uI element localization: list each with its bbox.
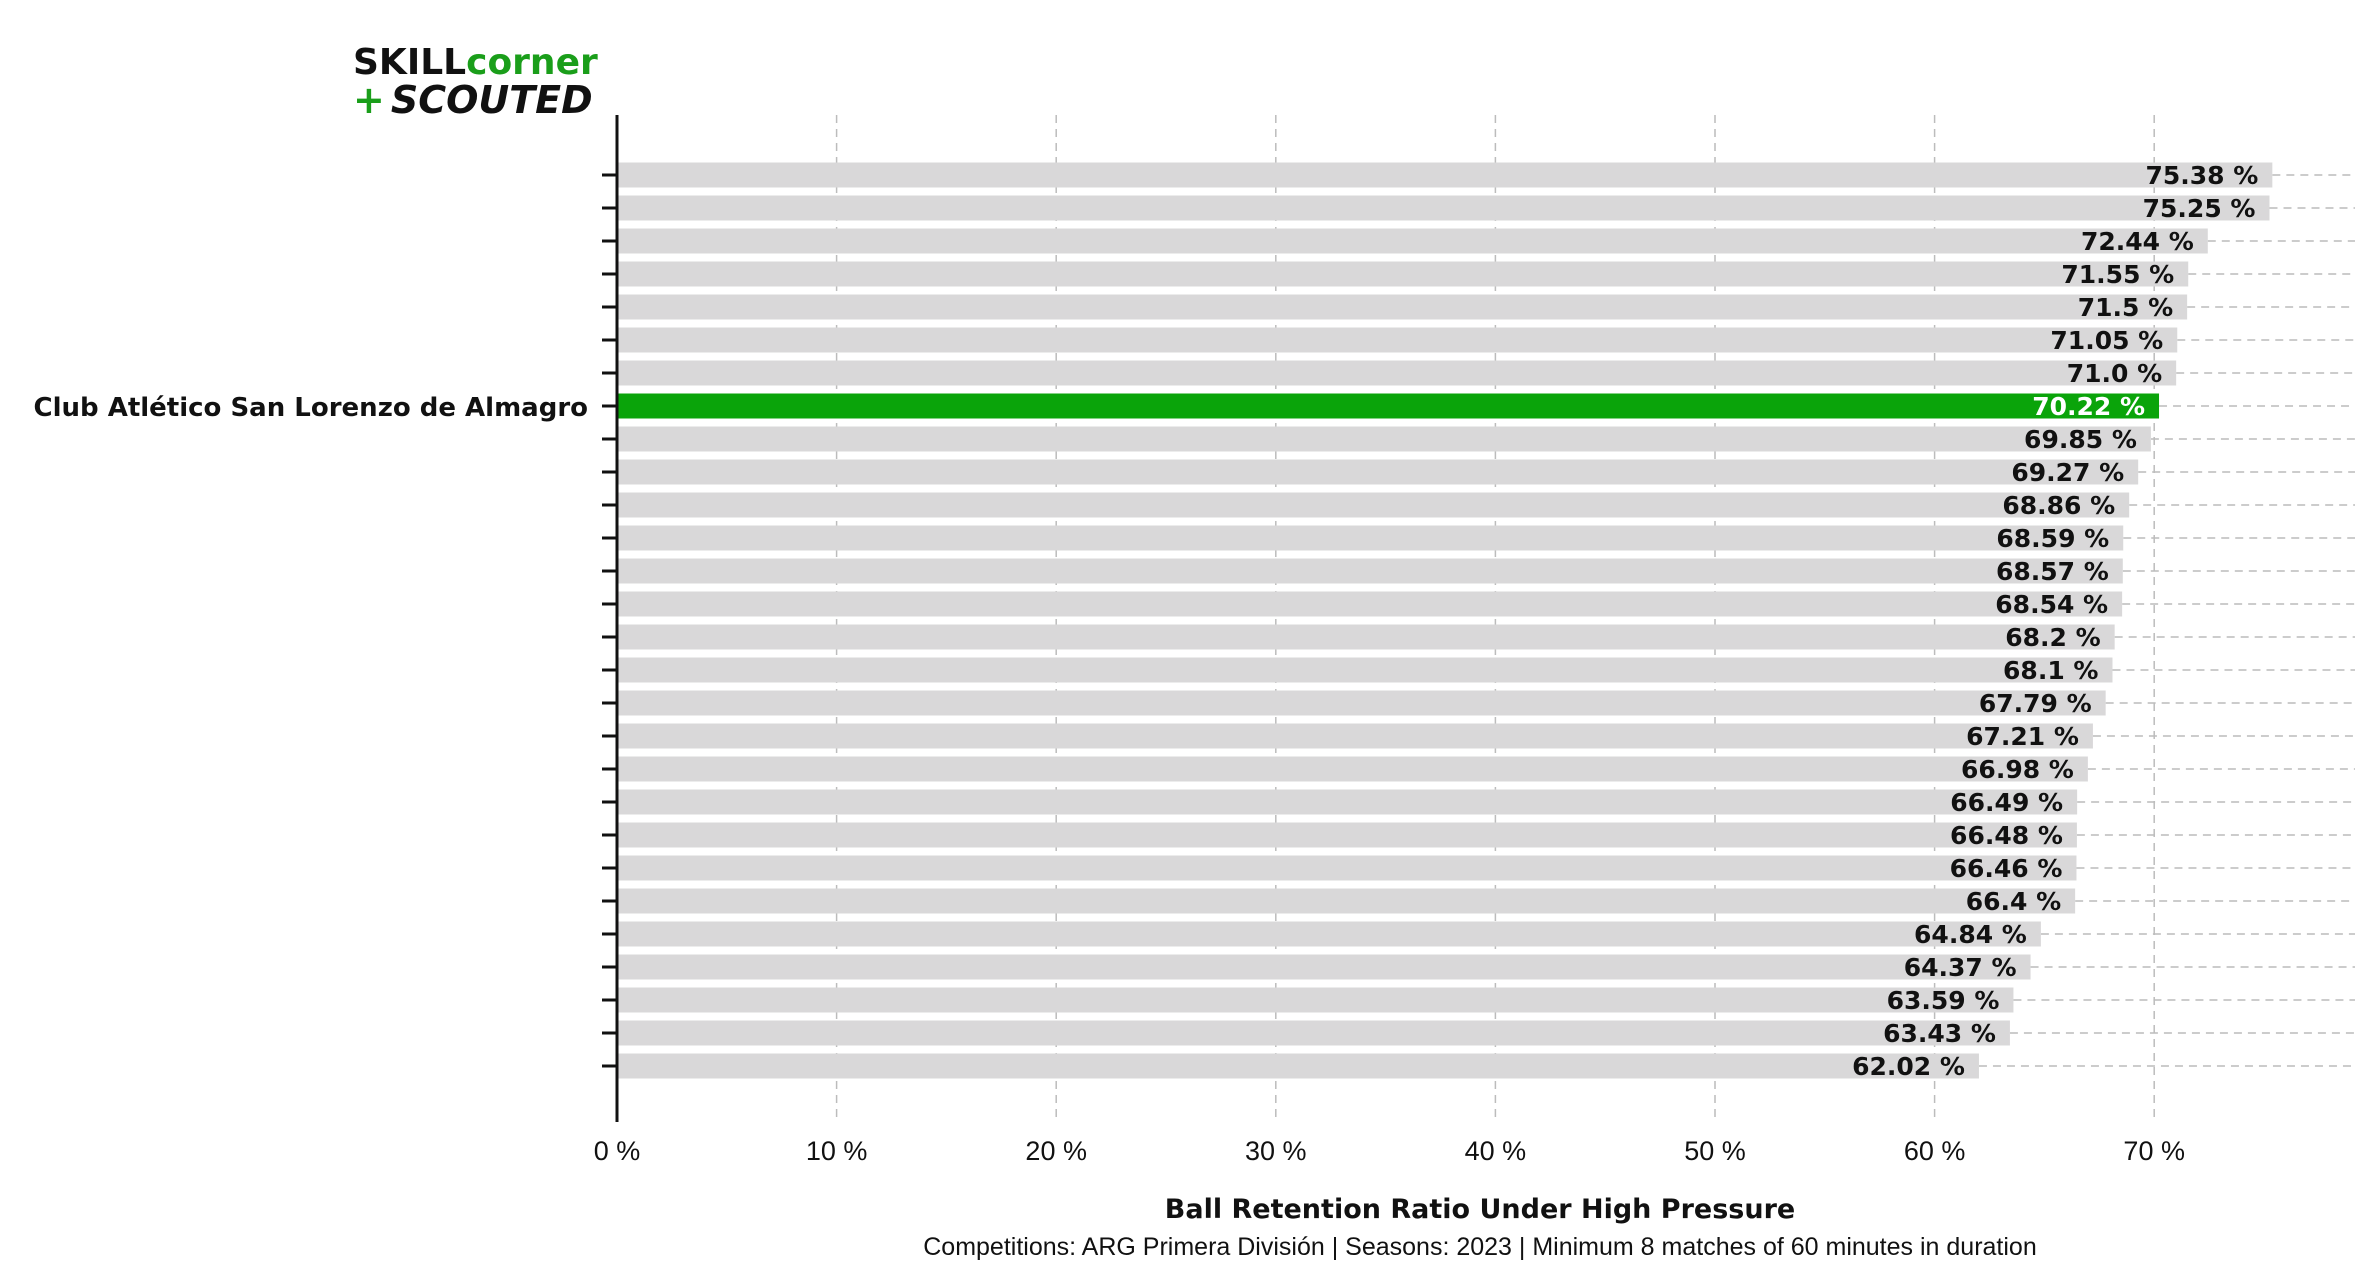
bar	[617, 723, 2093, 749]
bar-value-label: 67.79 %	[1979, 689, 2092, 718]
bar	[617, 558, 2123, 584]
logo-plus: +	[353, 78, 385, 122]
bar-value-label: 71.0 %	[2067, 359, 2162, 388]
bar	[617, 987, 2014, 1013]
bar	[617, 525, 2124, 551]
logo-skill: SKILL	[353, 42, 466, 83]
bar	[617, 426, 2151, 452]
bar	[617, 954, 2031, 980]
bar-value-label: 63.43 %	[1883, 1019, 1996, 1048]
bar-value-label: 62.02 %	[1852, 1052, 1965, 1081]
bar-value-label: 70.22 %	[2032, 392, 2145, 421]
bar	[617, 921, 2041, 947]
bar-value-label: 69.27 %	[2011, 458, 2124, 487]
bar-value-label: 71.55 %	[2061, 260, 2174, 289]
chart-subtitle: Competitions: ARG Primera División | Sea…	[923, 1233, 2036, 1261]
bar-value-label: 63.59 %	[1887, 986, 2000, 1015]
bar-value-label: 68.59 %	[1996, 524, 2109, 553]
bar-value-label: 68.2 %	[2005, 623, 2100, 652]
bar-highlight	[617, 393, 2160, 419]
bar-value-label: 68.54 %	[1995, 590, 2108, 619]
bar	[617, 756, 2088, 782]
logo-wordmark: SKILLcorner	[353, 42, 598, 83]
bar-value-label: 68.1 %	[2003, 656, 2098, 685]
x-axis-label: Ball Retention Ratio Under High Pressure	[1165, 1194, 1795, 1225]
highlight-team-label: Club Atlético San Lorenzo de Almagro	[34, 393, 588, 423]
bar	[617, 294, 2188, 320]
bar	[617, 789, 2078, 815]
bar-value-label: 71.05 %	[2050, 326, 2163, 355]
x-tick-label: 50 %	[1684, 1136, 1746, 1166]
bar-value-label: 68.57 %	[1996, 557, 2109, 586]
bar-value-label: 75.38 %	[2146, 161, 2259, 190]
bar	[617, 888, 2076, 914]
bar-value-label: 66.98 %	[1961, 755, 2074, 784]
bar	[617, 459, 2139, 485]
bar	[617, 822, 2077, 848]
bar	[617, 327, 2178, 353]
bar-value-label: 66.49 %	[1950, 788, 2063, 817]
bar	[617, 657, 2113, 683]
x-tick-label: 10 %	[806, 1136, 868, 1166]
x-tick-label: 0 %	[594, 1136, 641, 1166]
bar-value-label: 66.4 %	[1966, 887, 2061, 916]
x-tick-label: 30 %	[1245, 1136, 1307, 1166]
bar	[617, 690, 2106, 716]
logo-corner: corner	[466, 42, 598, 83]
bar-value-label: 66.46 %	[1950, 854, 2063, 883]
bar-value-label: 69.85 %	[2024, 425, 2137, 454]
x-tick-label: 60 %	[1904, 1136, 1966, 1166]
bar-value-label: 64.84 %	[1914, 920, 2027, 949]
logo: SKILLcorner + SCOUTED	[353, 42, 598, 122]
bar	[617, 162, 2273, 188]
bar	[617, 492, 2130, 518]
bar-value-label: 64.37 %	[1904, 953, 2017, 982]
logo-scouted-text: SCOUTED	[391, 78, 593, 122]
bar	[617, 591, 2123, 617]
x-tick-label: 40 %	[1465, 1136, 1527, 1166]
y-ticks	[602, 173, 617, 1068]
bar	[617, 360, 2177, 386]
bar	[617, 1053, 1979, 1079]
x-tick-label: 20 %	[1025, 1136, 1087, 1166]
bar-value-label: 66.48 %	[1950, 821, 2063, 850]
logo-scouted: + SCOUTED	[353, 78, 593, 122]
bar	[617, 228, 2208, 254]
bar	[617, 195, 2270, 221]
bar-value-label: 75.25 %	[2143, 194, 2256, 223]
bar-value-label: 72.44 %	[2081, 227, 2194, 256]
bar	[617, 855, 2077, 881]
bar	[617, 261, 2189, 287]
bar	[617, 624, 2115, 650]
bar-value-label: 71.5 %	[2078, 293, 2173, 322]
bars: 75.38 % 75.25 % 72.44 % 71.55 % 71.5 % 71.05 …	[617, 161, 2355, 1081]
x-tick-labels: 0 % 10 % 20 % 30 % 40 % 50 % 60 % 70 %	[594, 1136, 2185, 1166]
x-tick-label: 70 %	[2123, 1136, 2185, 1166]
bar-value-label: 67.21 %	[1966, 722, 2079, 751]
bar-value-label: 68.86 %	[2002, 491, 2115, 520]
bar	[617, 1020, 2010, 1046]
